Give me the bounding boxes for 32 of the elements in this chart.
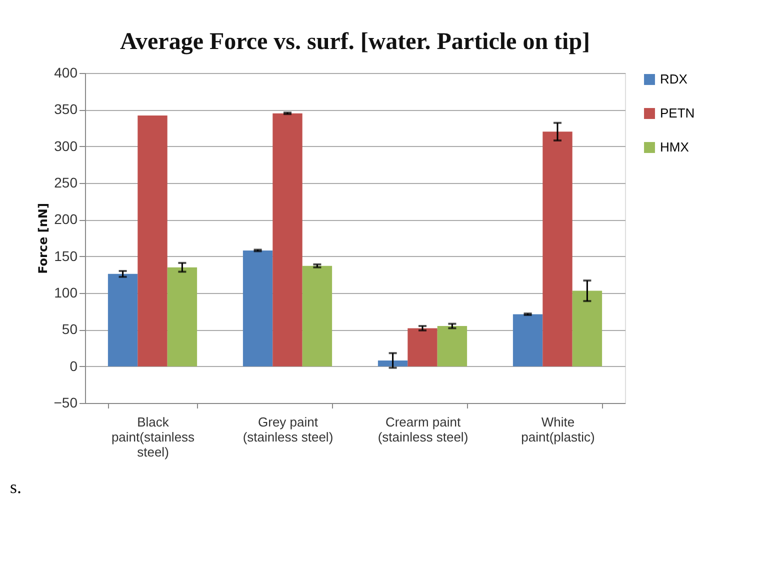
y-tick-label: 400 xyxy=(54,64,78,80)
bar xyxy=(572,290,602,366)
y-tick-label: −50 xyxy=(54,394,78,410)
y-tick-label: 100 xyxy=(54,284,78,300)
legend-label: HMX xyxy=(660,140,690,154)
bar xyxy=(542,132,572,366)
bar xyxy=(138,116,168,366)
legend-label: RDX xyxy=(660,72,688,86)
bar xyxy=(512,314,543,366)
x-tick-label: White paint(plastic) xyxy=(521,414,595,444)
y-tick-label: 250 xyxy=(54,174,78,190)
y-tick-label: 300 xyxy=(54,138,78,154)
bar xyxy=(408,328,438,366)
y-tick-label: 150 xyxy=(54,248,78,264)
x-tick-label: Black paint(stainless steel) xyxy=(111,414,196,460)
chart-title: Average Force vs. surf. [water. Particle on tip] xyxy=(120,29,590,55)
y-tick-label: 200 xyxy=(54,211,78,228)
bar xyxy=(167,267,198,366)
legend-label: PETN xyxy=(660,106,695,120)
y-axis-title: Force [nN] xyxy=(36,203,50,274)
y-tick-label: 0 xyxy=(70,358,78,374)
bar xyxy=(302,266,332,366)
y-tick-label: 350 xyxy=(54,101,78,118)
bar xyxy=(437,326,468,366)
x-tick-label: Grey paint (stainless steel) xyxy=(242,414,334,444)
bar xyxy=(378,360,408,366)
bar xyxy=(272,113,302,366)
text: s. xyxy=(10,477,22,497)
bar xyxy=(108,274,138,366)
y-tick-label: 50 xyxy=(62,321,78,338)
bar xyxy=(242,250,273,366)
x-tick-label: Crearm paint (stainless steel) xyxy=(378,414,468,444)
